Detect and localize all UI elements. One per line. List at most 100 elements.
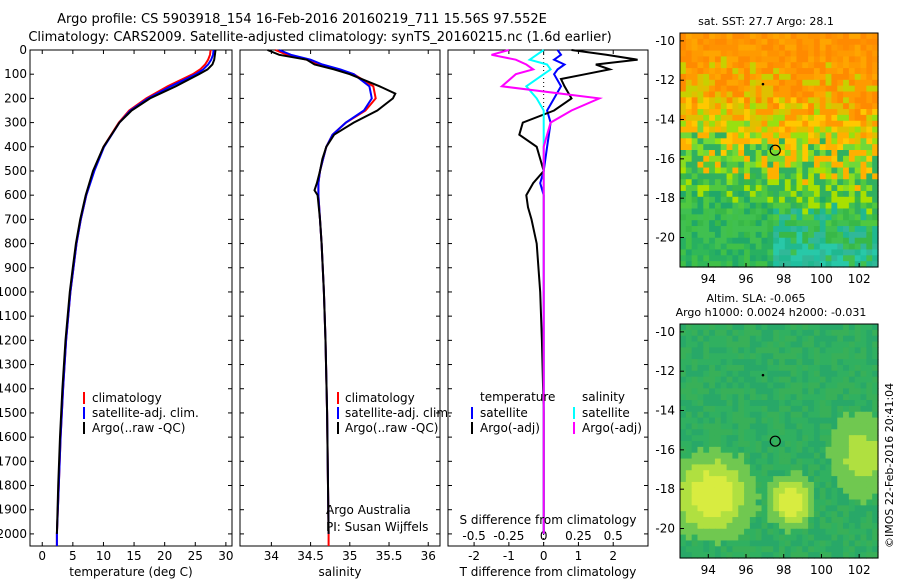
map-cell <box>685 103 693 110</box>
map-cell <box>703 552 710 559</box>
map-cell <box>720 126 728 134</box>
map-cell <box>749 214 757 221</box>
map-cell <box>732 97 739 104</box>
map-cell <box>808 324 815 331</box>
map-cell <box>779 33 786 40</box>
map-cell <box>767 202 774 210</box>
map-cell <box>773 370 780 378</box>
map-cell <box>866 126 873 134</box>
map-cell <box>761 481 768 489</box>
map-cell <box>825 324 833 331</box>
map-cell <box>685 38 693 46</box>
map-cell <box>854 179 862 186</box>
map-cell <box>714 329 722 337</box>
map-cell <box>860 505 867 512</box>
map-cell <box>860 341 867 348</box>
map-cell <box>761 446 768 454</box>
map-cell <box>872 179 879 186</box>
map-cell <box>738 522 745 530</box>
map-cell <box>843 464 850 471</box>
map-cell <box>790 511 798 518</box>
map-cell <box>860 214 867 221</box>
map-cell <box>691 552 699 559</box>
map-cell <box>790 522 798 530</box>
map-cell <box>732 423 739 430</box>
map-cell <box>744 114 751 122</box>
annotation-argo-australia: Argo Australia <box>326 503 411 517</box>
map-cell <box>755 261 763 268</box>
map-cell <box>738 97 745 104</box>
map-cell <box>703 347 710 354</box>
map-cell <box>680 405 687 413</box>
x-tick-label: 34.5 <box>297 549 324 563</box>
map-cell <box>860 220 867 227</box>
map-cell <box>831 132 838 139</box>
map-cell <box>732 114 739 122</box>
map-cell <box>709 56 716 63</box>
map-cell <box>831 435 838 442</box>
map-cell <box>825 62 833 69</box>
map-cell <box>796 405 803 413</box>
map-cell <box>691 446 699 454</box>
map-cell <box>697 161 704 169</box>
map-cell <box>703 73 710 81</box>
map-cell <box>703 261 710 268</box>
map-cell <box>755 452 763 460</box>
map-cell <box>866 329 873 337</box>
map-cell <box>761 353 768 360</box>
map-cell <box>802 511 809 518</box>
map-cell <box>819 522 827 530</box>
map-cell <box>779 505 786 512</box>
map-cell <box>714 370 722 378</box>
map-cell <box>726 173 734 180</box>
x-tick-label: 5 <box>69 549 77 563</box>
map-cell <box>755 73 763 81</box>
map-cell <box>831 359 838 366</box>
map-cell <box>709 138 716 145</box>
map-cell <box>755 335 763 343</box>
map-cell <box>738 33 745 40</box>
map-cell <box>843 138 850 145</box>
map-cell <box>819 44 827 52</box>
map-cell <box>796 114 803 122</box>
map-cell <box>732 202 739 210</box>
y-tick-label: -14 <box>655 113 675 127</box>
map-cell <box>680 517 687 524</box>
map-cell <box>726 347 734 354</box>
map-cell <box>802 370 809 378</box>
map-cell <box>755 376 763 384</box>
map-cell <box>802 435 809 442</box>
map-cell <box>813 150 821 157</box>
map-cell <box>843 33 850 40</box>
map-cell <box>848 138 856 145</box>
map-cell <box>680 173 687 180</box>
map-cell <box>779 231 786 239</box>
map-cell <box>738 91 745 98</box>
map-cell <box>790 155 798 163</box>
map-cell <box>726 114 734 122</box>
map-cell <box>837 452 844 460</box>
map-cell <box>680 534 687 542</box>
map-cell <box>784 511 792 518</box>
map-cell <box>703 237 710 245</box>
map-cell <box>831 144 838 151</box>
map-cell <box>755 394 763 401</box>
map-cell <box>808 382 815 389</box>
x-tick-label: 94 <box>701 272 716 286</box>
map-cell <box>831 226 838 233</box>
y-tick-label: -16 <box>655 443 675 457</box>
map-cell <box>808 441 815 448</box>
map-cell <box>790 493 798 501</box>
map-cell <box>837 132 844 139</box>
map-cell <box>773 446 780 454</box>
map-cell <box>703 546 710 553</box>
map-cell <box>738 85 745 93</box>
map-cell <box>790 120 798 128</box>
map-cell <box>709 353 716 360</box>
map-cell <box>680 493 687 501</box>
map-cell <box>825 534 833 542</box>
map-cell <box>726 370 734 378</box>
map-cell <box>761 359 768 366</box>
map-cell <box>703 423 710 430</box>
map-cell <box>860 231 867 239</box>
